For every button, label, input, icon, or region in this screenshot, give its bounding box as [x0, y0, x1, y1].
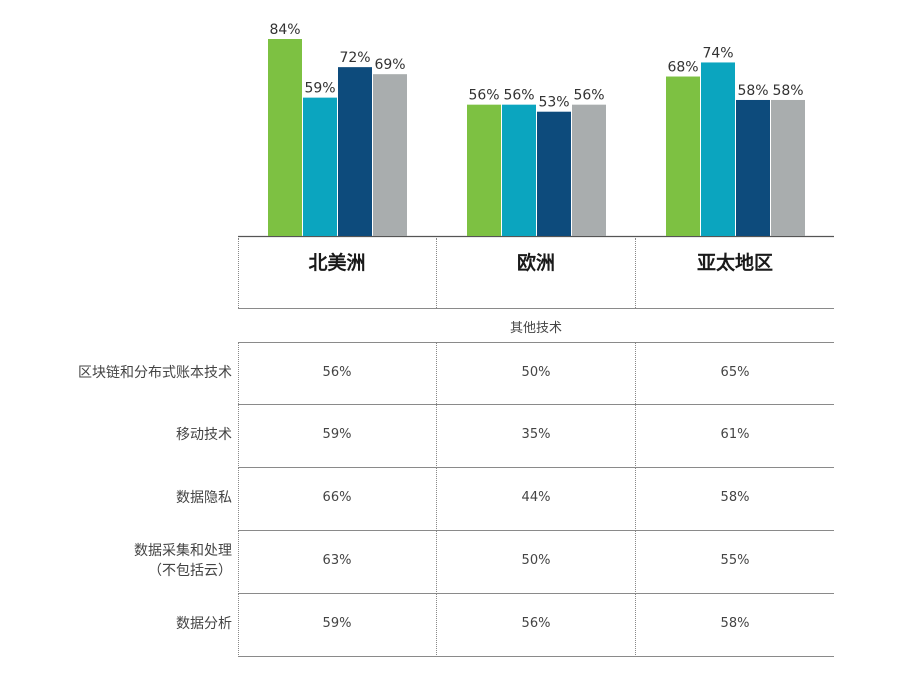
table-cell: 50%: [521, 553, 551, 568]
bar-0-0: [268, 39, 302, 236]
table-cell: 50%: [521, 365, 551, 380]
bar-value-label: 53%: [538, 95, 569, 111]
bar-0-1: [303, 97, 337, 236]
bar-0-3: [373, 74, 407, 236]
bar-value-label: 74%: [702, 45, 733, 61]
table-cell: 63%: [322, 553, 352, 568]
row-divider: [635, 342, 636, 404]
divider-mid1: [436, 238, 437, 308]
row-divider: [238, 404, 239, 466]
bar-1-2: [537, 111, 571, 236]
bar-value-label: 56%: [573, 88, 604, 104]
table-cell: 44%: [521, 490, 551, 505]
bar-value-label: 68%: [667, 60, 698, 76]
bar-0-2: [338, 67, 372, 237]
bar-value-label: 59%: [304, 81, 335, 97]
row-divider: [238, 593, 239, 655]
row-divider: [238, 342, 239, 404]
region-label: 北美洲: [308, 252, 366, 274]
row-label: 数据隐私: [176, 490, 232, 506]
row-rule: [238, 530, 834, 531]
row-label: 数据采集和处理 （不包括云）: [134, 543, 232, 579]
table-cell: 61%: [720, 427, 750, 442]
row-divider: [238, 530, 239, 592]
bar-2-2: [736, 99, 770, 236]
row-label: 区块链和分布式账本技术: [78, 365, 232, 381]
bar-value-label: 58%: [737, 83, 768, 99]
bar-chart: 84%59%72% 69%56% 56% 53% 56%68%74%58% 58%: [238, 22, 834, 238]
table-cell: 56%: [521, 616, 551, 631]
bar-2-3: [771, 99, 805, 236]
region-label: 亚太地区: [696, 252, 773, 274]
table-bottom-rule: [238, 656, 834, 657]
row-label: 移动技术: [176, 427, 232, 443]
bar-value-label: 56%: [503, 88, 534, 104]
row-divider: [635, 467, 636, 529]
bar-1-0: [467, 104, 501, 237]
row-rule: [238, 404, 834, 405]
table-cell: 55%: [720, 553, 750, 568]
bar-2-0: [666, 76, 700, 237]
bar-2-1: [701, 62, 735, 237]
bar-value-label: 58%: [772, 83, 803, 99]
table-cell: 58%: [720, 490, 750, 505]
row-divider: [436, 593, 437, 655]
table-cell: 59%: [322, 616, 352, 631]
bar-value-label: 69%: [374, 57, 405, 73]
table-cell: 66%: [322, 490, 352, 505]
bar-value-label: 72%: [339, 50, 370, 66]
row-divider: [238, 467, 239, 529]
row-divider: [436, 404, 437, 466]
section-title: 其他技术: [509, 321, 562, 336]
bar-value-label: 84%: [269, 22, 300, 38]
row-divider: [635, 404, 636, 466]
bar-value-label: 56%: [468, 88, 499, 104]
row-rule: [238, 342, 834, 343]
divider-mid2: [635, 238, 636, 308]
table-cell: 56%: [322, 365, 352, 380]
bar-1-1: [502, 104, 536, 237]
row-divider: [436, 342, 437, 404]
row-label: 数据分析: [176, 616, 232, 632]
row-divider: [635, 593, 636, 655]
table-cell: 35%: [521, 427, 551, 442]
row-divider: [635, 530, 636, 592]
divider-left: [238, 238, 239, 308]
row-rule: [238, 593, 834, 594]
table-top-rule: [238, 308, 834, 309]
row-rule: [238, 467, 834, 468]
table-cell: 65%: [720, 365, 750, 380]
row-divider: [436, 467, 437, 529]
table-cell: 59%: [322, 427, 352, 442]
row-divider: [436, 530, 437, 592]
bar-1-3: [572, 104, 606, 237]
region-label: 欧洲: [516, 252, 555, 274]
table-cell: 58%: [720, 616, 750, 631]
